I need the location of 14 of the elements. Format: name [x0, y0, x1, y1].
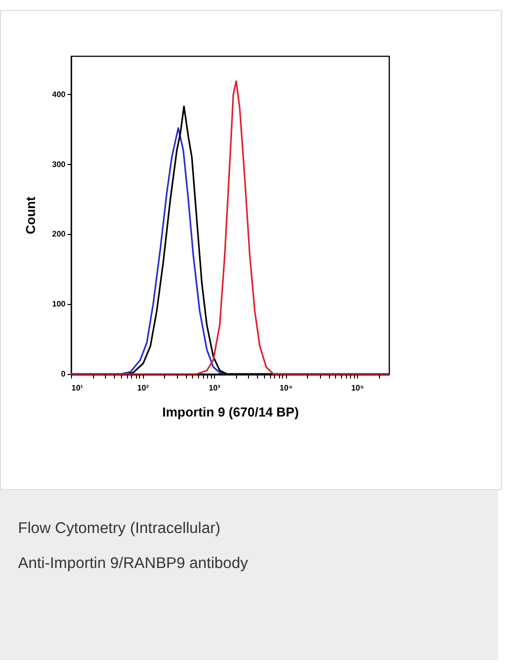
x-tick-label: 10⁵: [351, 384, 364, 392]
x-tick-label: 10³: [208, 384, 221, 392]
x-axis-title: Importin 9 (670/14 BP): [162, 404, 299, 420]
x-tick-label: 10²: [137, 384, 150, 392]
x-tick-label: 10⁴: [280, 384, 292, 392]
y-axis-title: Count: [23, 196, 38, 234]
y-tick-label: 0: [61, 370, 66, 378]
x-tick-label: 10¹: [72, 384, 84, 392]
y-tick-label: 400: [52, 90, 66, 99]
text: Flow Cytometry (Intracellular): [18, 520, 222, 538]
y-tick-label: 100: [52, 300, 66, 309]
text: Anti-Importin 9/RANBP9 antibody: [18, 555, 250, 573]
y-tick-label: 300: [52, 160, 66, 169]
y-tick-label: 200: [52, 230, 66, 239]
